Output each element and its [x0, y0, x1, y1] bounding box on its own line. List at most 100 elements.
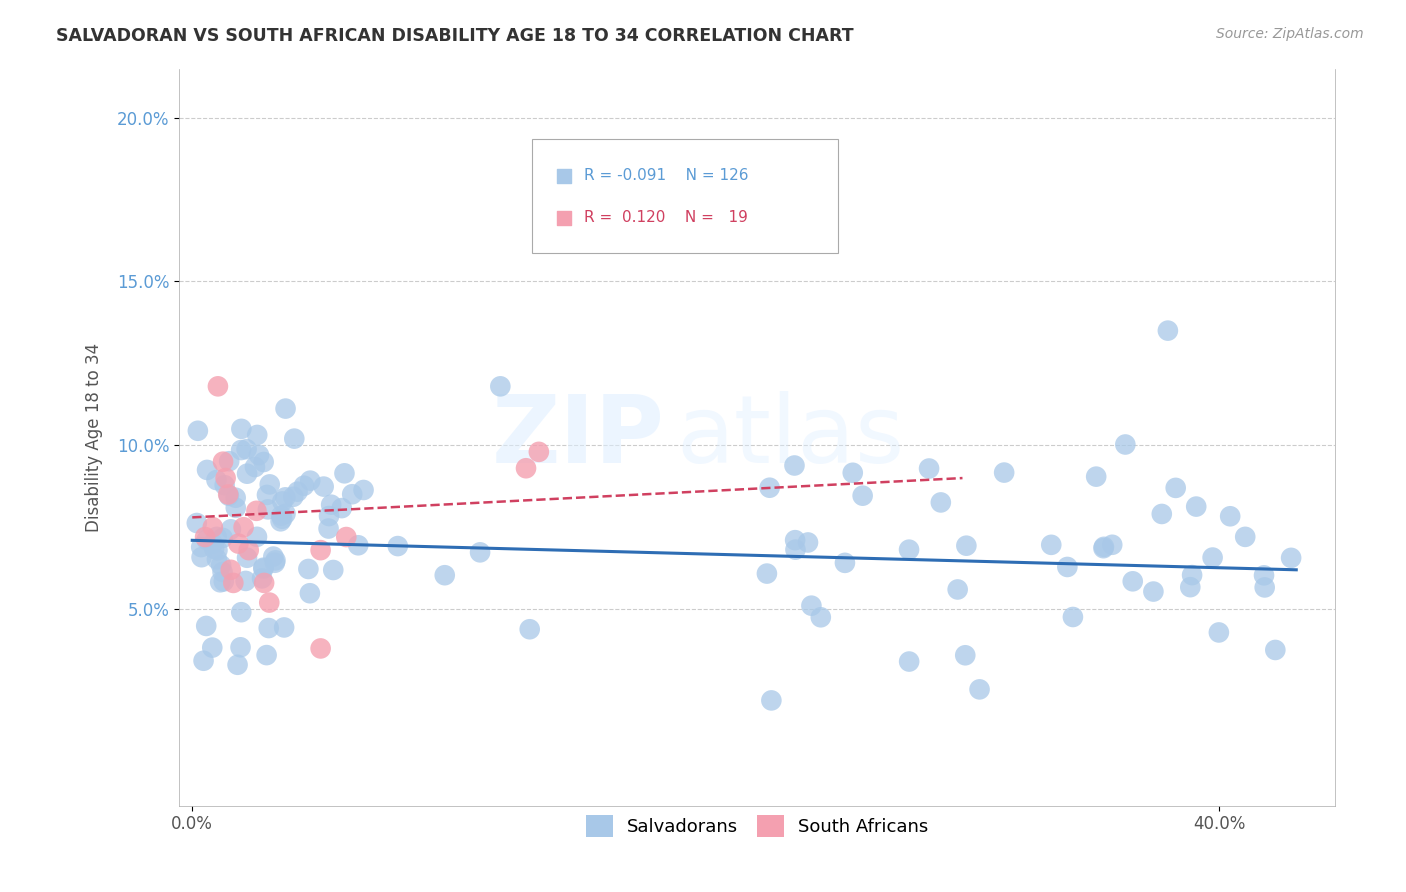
- Text: ZIP: ZIP: [492, 391, 665, 483]
- Text: SALVADORAN VS SOUTH AFRICAN DISABILITY AGE 18 TO 34 CORRELATION CHART: SALVADORAN VS SOUTH AFRICAN DISABILITY A…: [56, 27, 853, 45]
- Point: [259, 477, 281, 491]
- Point: [292, 479, 315, 493]
- Point: [209, 558, 232, 573]
- Point: [250, 571, 273, 585]
- Point: [297, 562, 319, 576]
- Point: [193, 654, 215, 668]
- Point: [263, 556, 285, 570]
- Point: [256, 648, 278, 662]
- Point: [785, 542, 807, 557]
- Point: [205, 552, 228, 566]
- Point: [1234, 530, 1257, 544]
- Point: [955, 648, 977, 663]
- Point: [298, 586, 321, 600]
- Point: [235, 574, 257, 588]
- Point: [273, 620, 295, 634]
- Point: [800, 599, 823, 613]
- Point: [758, 481, 780, 495]
- Point: [1253, 581, 1275, 595]
- Point: [347, 538, 370, 552]
- Point: [257, 621, 280, 635]
- Point: [797, 535, 820, 549]
- Text: R =  0.120    N =   19: R = 0.120 N = 19: [583, 211, 748, 225]
- Point: [225, 500, 247, 515]
- Point: [318, 509, 340, 524]
- Point: [243, 460, 266, 475]
- Text: R = -0.091    N = 126: R = -0.091 N = 126: [583, 169, 748, 183]
- Point: [238, 543, 260, 558]
- Point: [1122, 574, 1144, 589]
- Point: [309, 543, 332, 558]
- Point: [257, 502, 280, 516]
- Point: [253, 455, 276, 469]
- Point: [218, 454, 240, 468]
- Point: [236, 467, 259, 481]
- Point: [810, 610, 832, 624]
- Point: [852, 489, 875, 503]
- Point: [1185, 500, 1208, 514]
- Point: [1264, 643, 1286, 657]
- Point: [353, 483, 375, 497]
- Point: [207, 379, 229, 393]
- Point: [201, 537, 224, 551]
- Point: [946, 582, 969, 597]
- Point: [245, 504, 267, 518]
- Point: [342, 487, 364, 501]
- Point: [489, 379, 512, 393]
- Point: [1201, 550, 1223, 565]
- Point: [187, 424, 209, 438]
- Point: [387, 539, 409, 553]
- Point: [217, 487, 239, 501]
- Point: [247, 448, 270, 462]
- Point: [274, 401, 297, 416]
- Point: [226, 657, 249, 672]
- Point: [433, 568, 456, 582]
- Point: [1114, 437, 1136, 451]
- Point: [246, 428, 269, 442]
- Point: [783, 458, 806, 473]
- Point: [755, 566, 778, 581]
- Point: [252, 561, 274, 575]
- Point: [218, 489, 240, 503]
- Text: atlas: atlas: [676, 391, 904, 483]
- Point: [229, 443, 252, 458]
- Point: [271, 512, 294, 526]
- Point: [1056, 560, 1078, 574]
- Point: [515, 461, 537, 475]
- Point: [842, 466, 865, 480]
- Point: [205, 473, 228, 487]
- Point: [225, 491, 247, 505]
- Point: [219, 563, 242, 577]
- Point: [202, 541, 225, 556]
- Point: [252, 560, 274, 574]
- Point: [1180, 580, 1202, 594]
- Point: [918, 461, 941, 475]
- Point: [195, 533, 218, 547]
- Point: [232, 520, 254, 534]
- Point: [1219, 509, 1241, 524]
- Point: [214, 478, 236, 492]
- Point: [1164, 481, 1187, 495]
- Y-axis label: Disability Age 18 to 34: Disability Age 18 to 34: [86, 343, 103, 532]
- Point: [190, 550, 212, 565]
- Point: [201, 520, 224, 534]
- Point: [1181, 568, 1204, 582]
- Point: [287, 484, 309, 499]
- Point: [195, 463, 218, 477]
- Point: [955, 539, 977, 553]
- Point: [259, 596, 281, 610]
- Point: [219, 522, 242, 536]
- Point: [262, 549, 284, 564]
- Point: [222, 575, 245, 590]
- Point: [209, 575, 232, 590]
- Point: [231, 605, 253, 619]
- Point: [207, 543, 229, 558]
- Point: [1092, 541, 1115, 556]
- Point: [1101, 538, 1123, 552]
- Point: [969, 682, 991, 697]
- Legend: Salvadorans, South Africans: Salvadorans, South Africans: [579, 808, 935, 845]
- FancyBboxPatch shape: [531, 138, 838, 252]
- Point: [231, 422, 253, 436]
- Point: [235, 442, 257, 457]
- Point: [212, 455, 235, 469]
